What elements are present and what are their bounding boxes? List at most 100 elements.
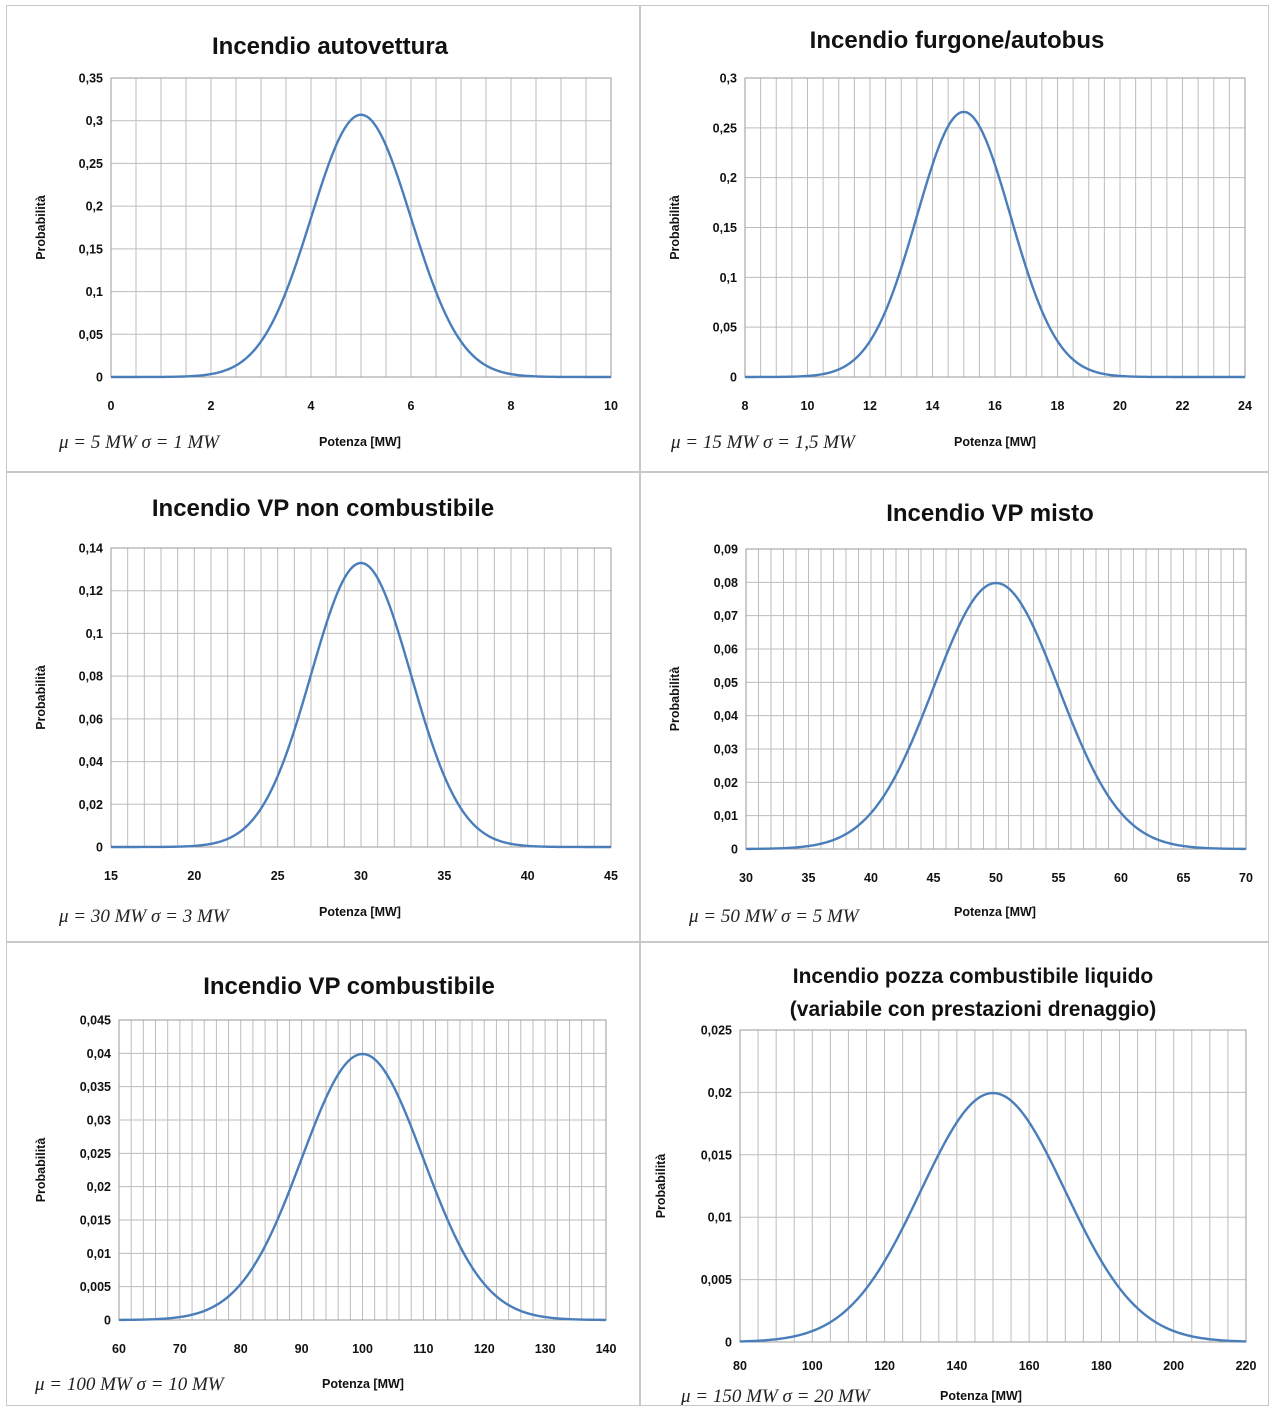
plot-frame — [744, 77, 1246, 378]
data-point — [610, 376, 612, 378]
data-point — [293, 730, 295, 732]
x-tick-label: 4 — [308, 399, 315, 413]
x-tick-label: 40 — [864, 871, 878, 885]
y-axis-label: Probabilità — [654, 1154, 668, 1219]
data-point — [745, 848, 747, 850]
data-point — [1120, 812, 1122, 814]
x-tick-label: 160 — [1019, 1359, 1040, 1373]
x-tick-label: 2 — [208, 399, 215, 413]
x-tick-label: 60 — [112, 1342, 126, 1356]
data-point — [1136, 1307, 1138, 1309]
chart-panel-pozza-combustibile: Incendio pozza combustibile liquido (vari… — [640, 942, 1269, 1406]
data-point — [264, 1245, 266, 1247]
gridlines — [119, 1019, 606, 1320]
y-tick-label: 0,14 — [79, 542, 103, 556]
data-point — [260, 295, 262, 297]
y-axis-label: Probabilità — [668, 667, 682, 732]
y-tick-label: 0,015 — [80, 1214, 111, 1228]
chart-title: Incendio VP misto — [886, 500, 1094, 527]
data-point — [744, 376, 746, 378]
data-point — [386, 1073, 388, 1075]
x-tick-label: 40 — [521, 869, 535, 883]
data-point — [900, 267, 902, 269]
x-tick-label: 140 — [596, 1342, 617, 1356]
data-point — [226, 835, 228, 837]
y-tick-label: 0 — [96, 841, 103, 855]
y-tick-label: 0,06 — [714, 643, 738, 657]
y-tick-label: 0,015 — [701, 1148, 732, 1162]
series-line — [111, 561, 611, 849]
data-point — [535, 366, 537, 368]
x-tick-label: 130 — [535, 1342, 556, 1356]
y-tick-label: 0,03 — [714, 743, 738, 757]
y-tick-label: 0 — [731, 843, 738, 857]
data-point — [310, 196, 312, 198]
y-tick-label: 0,2 — [86, 200, 103, 214]
data-point — [510, 353, 512, 355]
y-tick-label: 0,04 — [79, 755, 103, 769]
data-point — [739, 1340, 741, 1342]
data-point — [585, 375, 587, 377]
data-point — [945, 655, 947, 657]
x-tick-label: 55 — [1052, 871, 1066, 885]
y-tick-label: 0,02 — [714, 776, 738, 790]
data-point — [179, 1316, 181, 1318]
y-tick-label: 0,25 — [713, 121, 737, 135]
gridlines — [111, 547, 611, 847]
data-point — [963, 111, 965, 113]
data-point — [931, 164, 933, 166]
y-tick-label: 0,06 — [79, 712, 103, 726]
chart-svg: Incendio VP combustibile 0 0,005 0,01 0,015 0… — [34, 973, 617, 1395]
data-point — [460, 807, 462, 809]
data-point — [361, 1053, 363, 1055]
x-tick-label: 22 — [1176, 399, 1190, 413]
data-point — [1045, 655, 1047, 657]
chart-panel-autovettura: Incendio autovettura 0 0,05 0,1 0,15 0,2 0,25 0… — [6, 5, 640, 472]
chart-panel-vp-combustibile: Incendio VP combustibile 0 0,005 0,01 0,015 0… — [6, 942, 640, 1406]
chart-title: (variabile con prestazioni drenaggio) — [790, 998, 1156, 1021]
data-point — [110, 846, 112, 848]
data-point — [110, 376, 112, 378]
data-point — [459, 1245, 461, 1247]
x-tick-label: 70 — [1239, 871, 1253, 885]
data-point — [1244, 376, 1246, 378]
plot-frame — [110, 547, 612, 848]
data-point — [838, 361, 840, 363]
data-point — [920, 1190, 922, 1192]
data-point — [507, 1304, 509, 1306]
y-axis-label: Probabilità — [34, 665, 48, 730]
data-point — [435, 249, 437, 251]
x-tick-label: 12 — [863, 399, 877, 413]
data-point — [1245, 848, 1247, 850]
x-axis-label: Potenza [MW] — [954, 435, 1036, 449]
data-point — [883, 1260, 885, 1262]
gridlines — [746, 548, 1246, 849]
x-axis-label: Potenza [MW] — [954, 905, 1036, 919]
series-line — [739, 1091, 1247, 1343]
distribution-parameters: μ = 15 MW σ = 1,5 MW — [670, 432, 857, 453]
y-tick-label: 0,15 — [79, 242, 103, 256]
plot-frame — [118, 1019, 607, 1321]
data-point — [460, 295, 462, 297]
x-tick-label: 15 — [104, 869, 118, 883]
data-point — [337, 1073, 339, 1075]
y-axis-label: Probabilità — [668, 195, 682, 260]
data-point — [992, 1092, 994, 1094]
data-point — [1119, 374, 1121, 376]
gridlines — [740, 1029, 1246, 1342]
y-tick-label: 0,045 — [80, 1014, 111, 1028]
data-point — [483, 1283, 485, 1285]
y-tick-label: 0 — [96, 371, 103, 385]
x-tick-label: 65 — [1177, 871, 1191, 885]
distribution-parameters: μ = 100 MW σ = 10 MW — [34, 1374, 226, 1395]
data-point — [1095, 774, 1097, 776]
series-line — [118, 1052, 607, 1322]
y-tick-label: 0,04 — [714, 709, 738, 723]
data-point — [1025, 267, 1027, 269]
x-tick-label: 60 — [1114, 871, 1128, 885]
data-point — [1070, 718, 1072, 720]
chart-panel-furgone-autobus: Incendio furgone/autobus 0 0,05 0,1 0,15 0,2 0… — [640, 5, 1269, 472]
data-point — [1056, 340, 1058, 342]
x-tick-label: 80 — [733, 1359, 747, 1373]
